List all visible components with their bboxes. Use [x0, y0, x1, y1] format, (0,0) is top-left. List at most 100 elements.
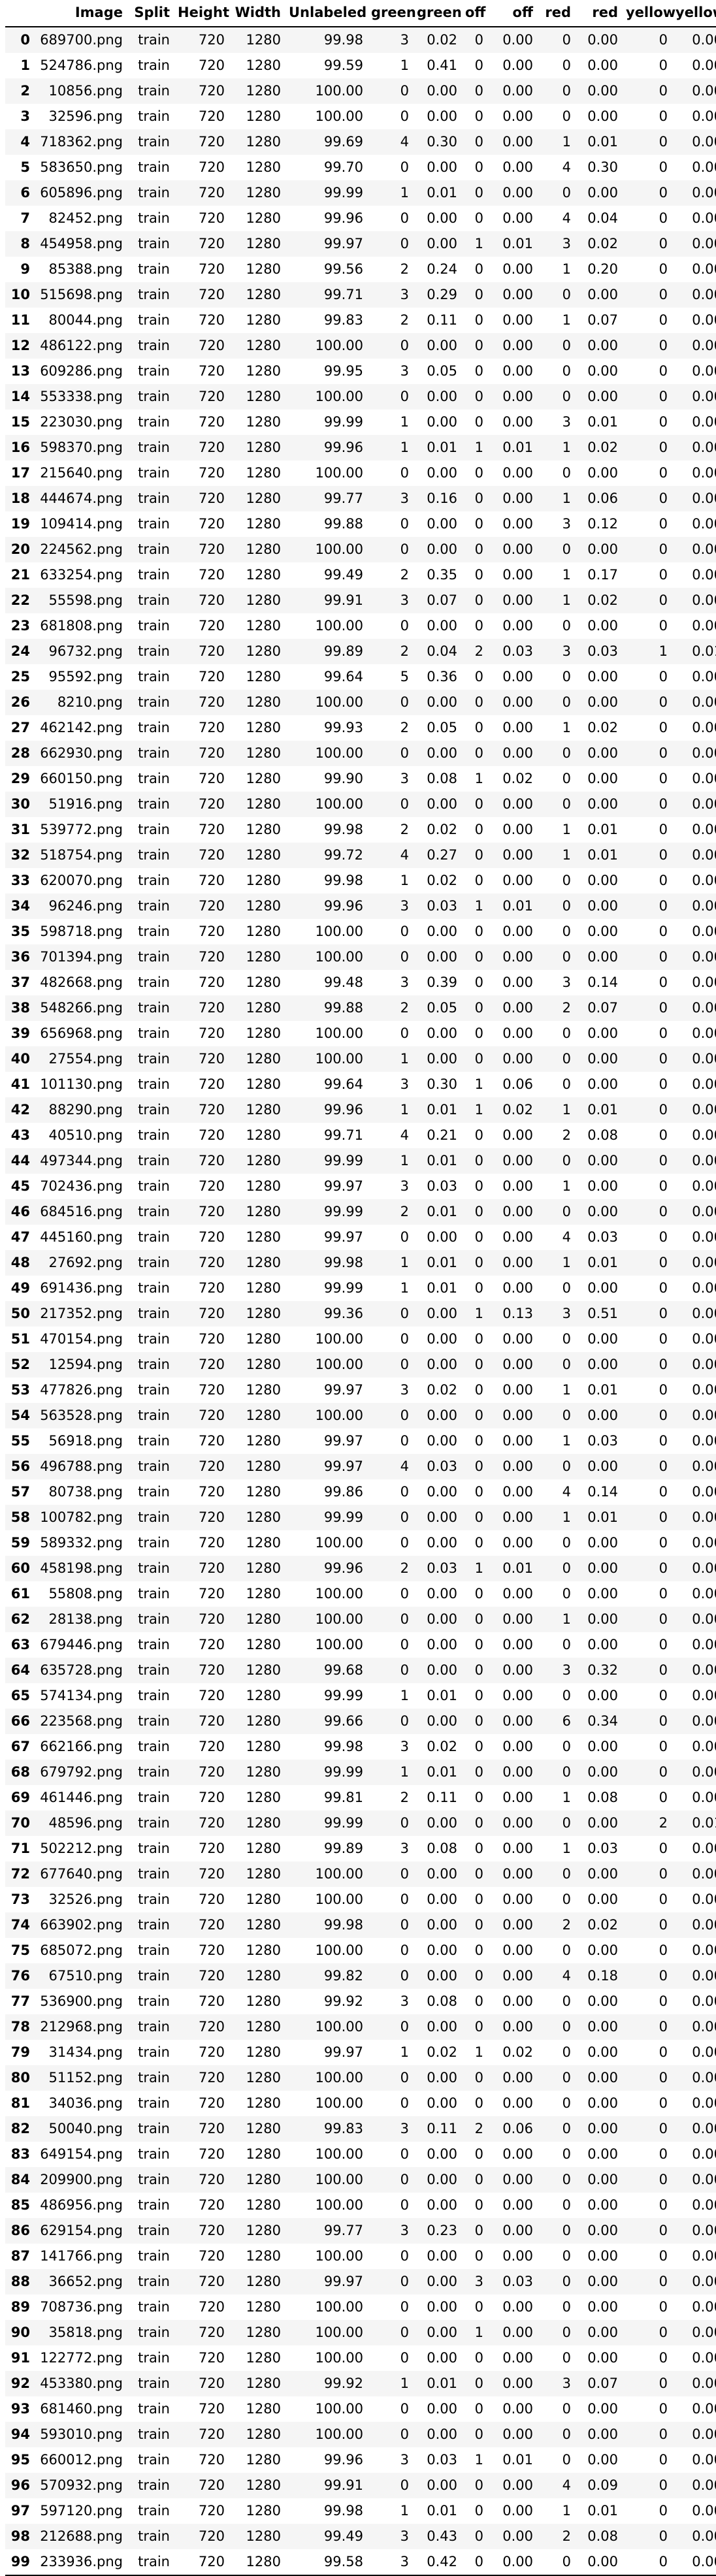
table-row: 30 51916.png train 720 1280 100.00 0 0.00 0 0.00 0…	[5, 792, 716, 817]
table-cell: 1280	[246, 465, 281, 481]
table-cell: 0.09	[575, 2473, 622, 2498]
table-cell: 0	[537, 2422, 575, 2447]
table-cell: 2	[537, 1912, 575, 1938]
table-cell: 0.00	[672, 2014, 716, 2040]
table-cell: 31434.png	[48, 2044, 123, 2060]
table-cell: 0.00	[672, 333, 716, 359]
table-cell: 0.00	[575, 2269, 622, 2294]
row-index: 0	[5, 27, 34, 53]
table-cell: 0	[474, 261, 483, 277]
row-index: 92	[5, 2371, 34, 2396]
table-cell: 0	[622, 537, 672, 562]
table-cell: 99.81	[323, 1790, 363, 1805]
table-cell: 720	[198, 1892, 225, 1907]
row-index: 66	[5, 1709, 34, 1734]
column-header: Split	[127, 3, 174, 27]
table-cell: 0	[474, 1127, 483, 1143]
table-cell: 0.00	[427, 2197, 457, 2213]
table-cell: 0	[562, 1331, 571, 1347]
table-cell: 0.00	[672, 2549, 716, 2576]
table-cell: 0.00	[502, 261, 533, 277]
table-cell: 0	[659, 57, 668, 73]
table-cell: 0.00	[692, 2248, 716, 2264]
table-cell: 99.89	[323, 1841, 363, 1856]
table-cell: 1280	[246, 1076, 281, 1092]
table-cell: 1280	[246, 2095, 281, 2111]
row-index: 43	[10, 1127, 30, 1143]
table-cell: train	[127, 690, 174, 715]
table-cell: 0	[367, 1607, 413, 1632]
table-cell: 0.00	[487, 1607, 537, 1632]
table-cell: 0	[659, 669, 668, 684]
table-cell: 0.00	[575, 1760, 622, 1785]
table-cell: 0.00	[587, 2095, 618, 2111]
table-cell: train	[138, 465, 170, 481]
table-cell: 0.00	[502, 1535, 533, 1551]
row-index: 19	[10, 516, 30, 532]
table-cell: 1280	[246, 771, 281, 786]
table-cell: 0.00	[487, 1709, 537, 1734]
table-cell: 4	[562, 210, 571, 226]
table-cell: 0	[622, 27, 672, 53]
table-cell: 0	[400, 924, 409, 939]
table-cell: 0	[474, 1178, 483, 1194]
table-cell: train	[138, 1484, 170, 1500]
column-header: green	[367, 3, 416, 27]
table-cell: 0.00	[672, 1199, 716, 1225]
table-cell: 0	[474, 1025, 483, 1041]
table-cell: 0.00	[692, 720, 716, 735]
table-cell: train	[138, 618, 170, 634]
table-cell: 0.00	[413, 231, 461, 257]
table-cell: 0.00	[413, 1709, 461, 1734]
table-cell: train	[138, 1535, 170, 1551]
row-index: 51	[10, 1331, 30, 1347]
table-cell: 0	[562, 108, 571, 124]
table-cell: 0.00	[487, 1760, 537, 1785]
table-cell: 1	[400, 2503, 409, 2519]
column-header: Height	[174, 3, 229, 27]
table-cell: 0.00	[672, 2116, 716, 2142]
table-cell: 0	[461, 1454, 487, 1479]
table-cell: 3	[367, 2116, 413, 2142]
table-cell: 0.00	[692, 414, 716, 430]
table-cell: 0.00	[487, 1861, 537, 1887]
row-index: 39	[10, 1025, 30, 1041]
table-cell: 0.01	[587, 2503, 618, 2519]
table-cell: 605896.png	[34, 180, 127, 206]
table-cell: 0.00	[487, 486, 537, 511]
table-cell: 0	[537, 690, 575, 715]
table-cell: 0	[400, 1892, 409, 1907]
table-cell: 720	[174, 1301, 229, 1327]
column-header: Image	[34, 3, 127, 27]
table-cell: 1280	[229, 231, 285, 257]
table-cell: 1280	[229, 1556, 285, 1581]
table-cell: train	[138, 1331, 170, 1347]
table-cell: 0	[367, 2065, 413, 2091]
table-cell: 36652.png	[34, 2269, 127, 2294]
table-cell: 0	[474, 2146, 483, 2162]
table-cell: 0	[461, 1760, 487, 1785]
table-cell: 720	[198, 1637, 225, 1652]
table-cell: 2	[400, 1790, 409, 1805]
table-cell: 0	[537, 2320, 575, 2345]
table-cell: 0	[461, 1352, 487, 1377]
table-cell: 0.00	[427, 1637, 457, 1652]
table-cell: train	[127, 1658, 174, 1683]
table-cell: 0	[622, 486, 672, 511]
table-cell: 0	[400, 210, 409, 226]
column-header: yellow	[672, 3, 716, 27]
table-cell: 0	[461, 537, 487, 562]
table-cell: 100.00	[315, 1892, 363, 1907]
table-cell: 0.00	[502, 2503, 533, 2519]
table-cell: 689700.png	[34, 27, 127, 53]
table-cell: 720	[174, 741, 229, 766]
table-cell: 0.00	[427, 1229, 457, 1245]
table-cell: 720	[198, 567, 225, 583]
table-cell: 1	[474, 771, 483, 786]
table-cell: 0	[367, 1658, 413, 1683]
table-cell: 212688.png	[34, 2524, 127, 2549]
table-cell: 0.03	[575, 639, 622, 664]
table-cell: 0	[622, 1963, 672, 1989]
table-cell: 0	[461, 1607, 487, 1632]
table-row: 58 100782.png train 720 1280 99.99 0 0.00 0 0.00 1…	[5, 1505, 716, 1530]
